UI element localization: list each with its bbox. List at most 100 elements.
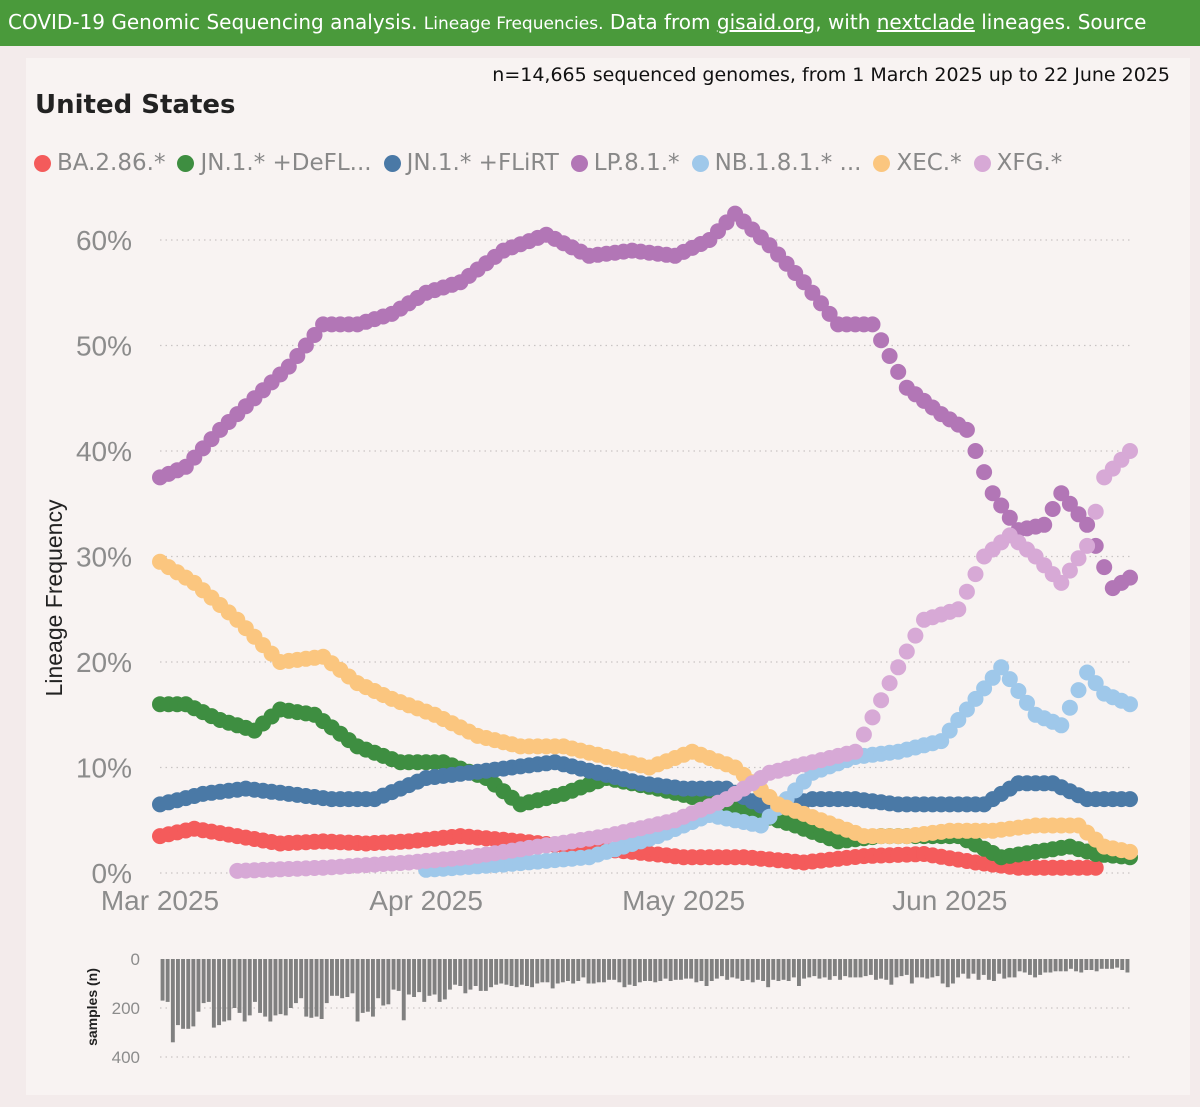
samples-bar	[350, 959, 355, 994]
samples-bar	[181, 959, 185, 1029]
samples-bar	[1115, 959, 1120, 968]
samples-bar	[499, 959, 504, 984]
samples-bar	[360, 959, 365, 1013]
main-y-tick-label: 30%	[76, 542, 132, 573]
samples-bar	[679, 959, 683, 980]
samples-bar	[658, 959, 663, 981]
main-y-tick-label: 10%	[76, 753, 132, 784]
samples-bar	[396, 959, 401, 991]
samples-bar	[766, 959, 771, 988]
data-point	[1053, 485, 1070, 502]
legend-item-jn1-deflirt[interactable]: JN.1.* +DeFL...	[177, 150, 372, 176]
samples-bar	[227, 959, 232, 1021]
samples-bar	[283, 959, 288, 1016]
sample-info: n=14,665 sequenced genomes, from 1 March…	[492, 64, 1170, 86]
legend-item-ba286[interactable]: BA.2.86.*	[34, 150, 165, 176]
samples-bar	[1038, 959, 1043, 975]
samples-bar	[468, 959, 473, 990]
samples-bar	[268, 959, 273, 1022]
samples-bar	[632, 959, 637, 986]
legend: BA.2.86.* JN.1.* +DeFL... JN.1.* +FLiRT …	[34, 145, 1074, 181]
samples-bar	[1007, 959, 1012, 978]
samples-bar	[525, 959, 529, 986]
legend-dot-xfg	[973, 154, 991, 172]
samples-bar	[812, 959, 817, 977]
country-title: United States	[35, 90, 236, 120]
page-banner: COVID-19 Genomic Sequencing analysis. Li…	[0, 0, 1200, 46]
samples-bar	[509, 959, 514, 986]
legend-item-jn1-flirt[interactable]: JN.1.* +FLiRT	[383, 150, 559, 176]
chart-canvas: 0% 10% 20% 30% 40% 50% 60% Mar 2025 Apr 2025 May…	[41, 205, 1138, 1067]
samples-bar	[263, 959, 268, 1017]
data-point	[1001, 509, 1018, 526]
samples-bar	[253, 959, 257, 1002]
data-point	[890, 659, 907, 676]
samples-bar	[319, 959, 324, 1019]
samples-bar	[294, 959, 298, 1004]
samples-bar	[668, 959, 673, 981]
banner-tail: lineages. Source	[981, 10, 1147, 34]
samples-bar	[971, 959, 976, 974]
legend-label-ba286: BA.2.86.*	[57, 150, 166, 176]
data-point	[1122, 443, 1138, 459]
samples-bar	[1099, 959, 1104, 969]
data-point	[1061, 699, 1078, 716]
legend-item-xfg[interactable]: XFG.*	[973, 150, 1062, 176]
samples-bar	[602, 959, 606, 983]
samples-bar	[571, 959, 576, 984]
samples-bar	[781, 959, 786, 980]
samples-bar	[340, 959, 345, 999]
samples-bar	[453, 959, 457, 985]
legend-item-xec[interactable]: XEC.*	[873, 150, 962, 176]
samples-bar	[868, 959, 873, 975]
samples-bar	[904, 959, 909, 975]
samples-bar	[1043, 959, 1048, 973]
samples-bar	[458, 959, 463, 986]
samples-bar	[930, 959, 935, 978]
samples-bar	[617, 959, 622, 983]
legend-dot-xec	[873, 154, 891, 172]
samples-bar	[997, 959, 1002, 974]
samples-bar	[832, 959, 837, 977]
samples-bar	[740, 959, 745, 981]
samples-bar	[1069, 959, 1073, 969]
data-point	[993, 497, 1010, 514]
samples-bar	[935, 959, 940, 977]
nextclade-link[interactable]: nextclade	[876, 10, 975, 34]
banner-with: , with	[815, 10, 871, 34]
samples-bar	[735, 959, 740, 979]
samples-bar	[432, 959, 437, 995]
samples-bar	[309, 959, 314, 1018]
samples-bar	[304, 959, 309, 1017]
samples-bar	[494, 959, 499, 985]
samples-y-axis: 0 200 400	[112, 950, 140, 1067]
samples-bar	[242, 959, 247, 1022]
data-point	[1079, 516, 1096, 533]
samples-y-axis-label: samples (n)	[84, 968, 100, 1046]
data-point	[907, 627, 924, 644]
legend-item-nb181[interactable]: NB.1.8.1.* ...	[691, 150, 861, 176]
samples-bar	[981, 959, 986, 975]
samples-bar	[288, 959, 293, 1008]
samples-bar	[720, 959, 724, 977]
legend-label-jn1-deflirt: JN.1.* +DeFL...	[200, 150, 372, 176]
samples-bar	[797, 959, 801, 986]
samples-bar	[791, 959, 796, 978]
data-point	[958, 421, 975, 438]
samples-bar	[422, 959, 427, 1002]
data-point	[873, 692, 890, 709]
samples-bar	[627, 959, 632, 985]
samples-bar	[560, 959, 565, 983]
main-y-tick-label: 0%	[92, 858, 132, 889]
legend-label-lp81: LP.8.1.*	[593, 150, 680, 176]
samples-bar	[201, 959, 206, 1004]
samples-bar	[247, 959, 252, 1016]
samples-bar	[273, 959, 278, 1016]
samples-bar	[643, 959, 647, 981]
samples-bar	[992, 959, 996, 981]
gisaid-link[interactable]: gisaid.org	[716, 10, 816, 34]
main-series-layer	[152, 205, 1138, 879]
legend-item-lp81[interactable]: LP.8.1.*	[570, 150, 680, 176]
samples-bar	[365, 959, 370, 1012]
series-lp-8-1	[152, 205, 1138, 597]
